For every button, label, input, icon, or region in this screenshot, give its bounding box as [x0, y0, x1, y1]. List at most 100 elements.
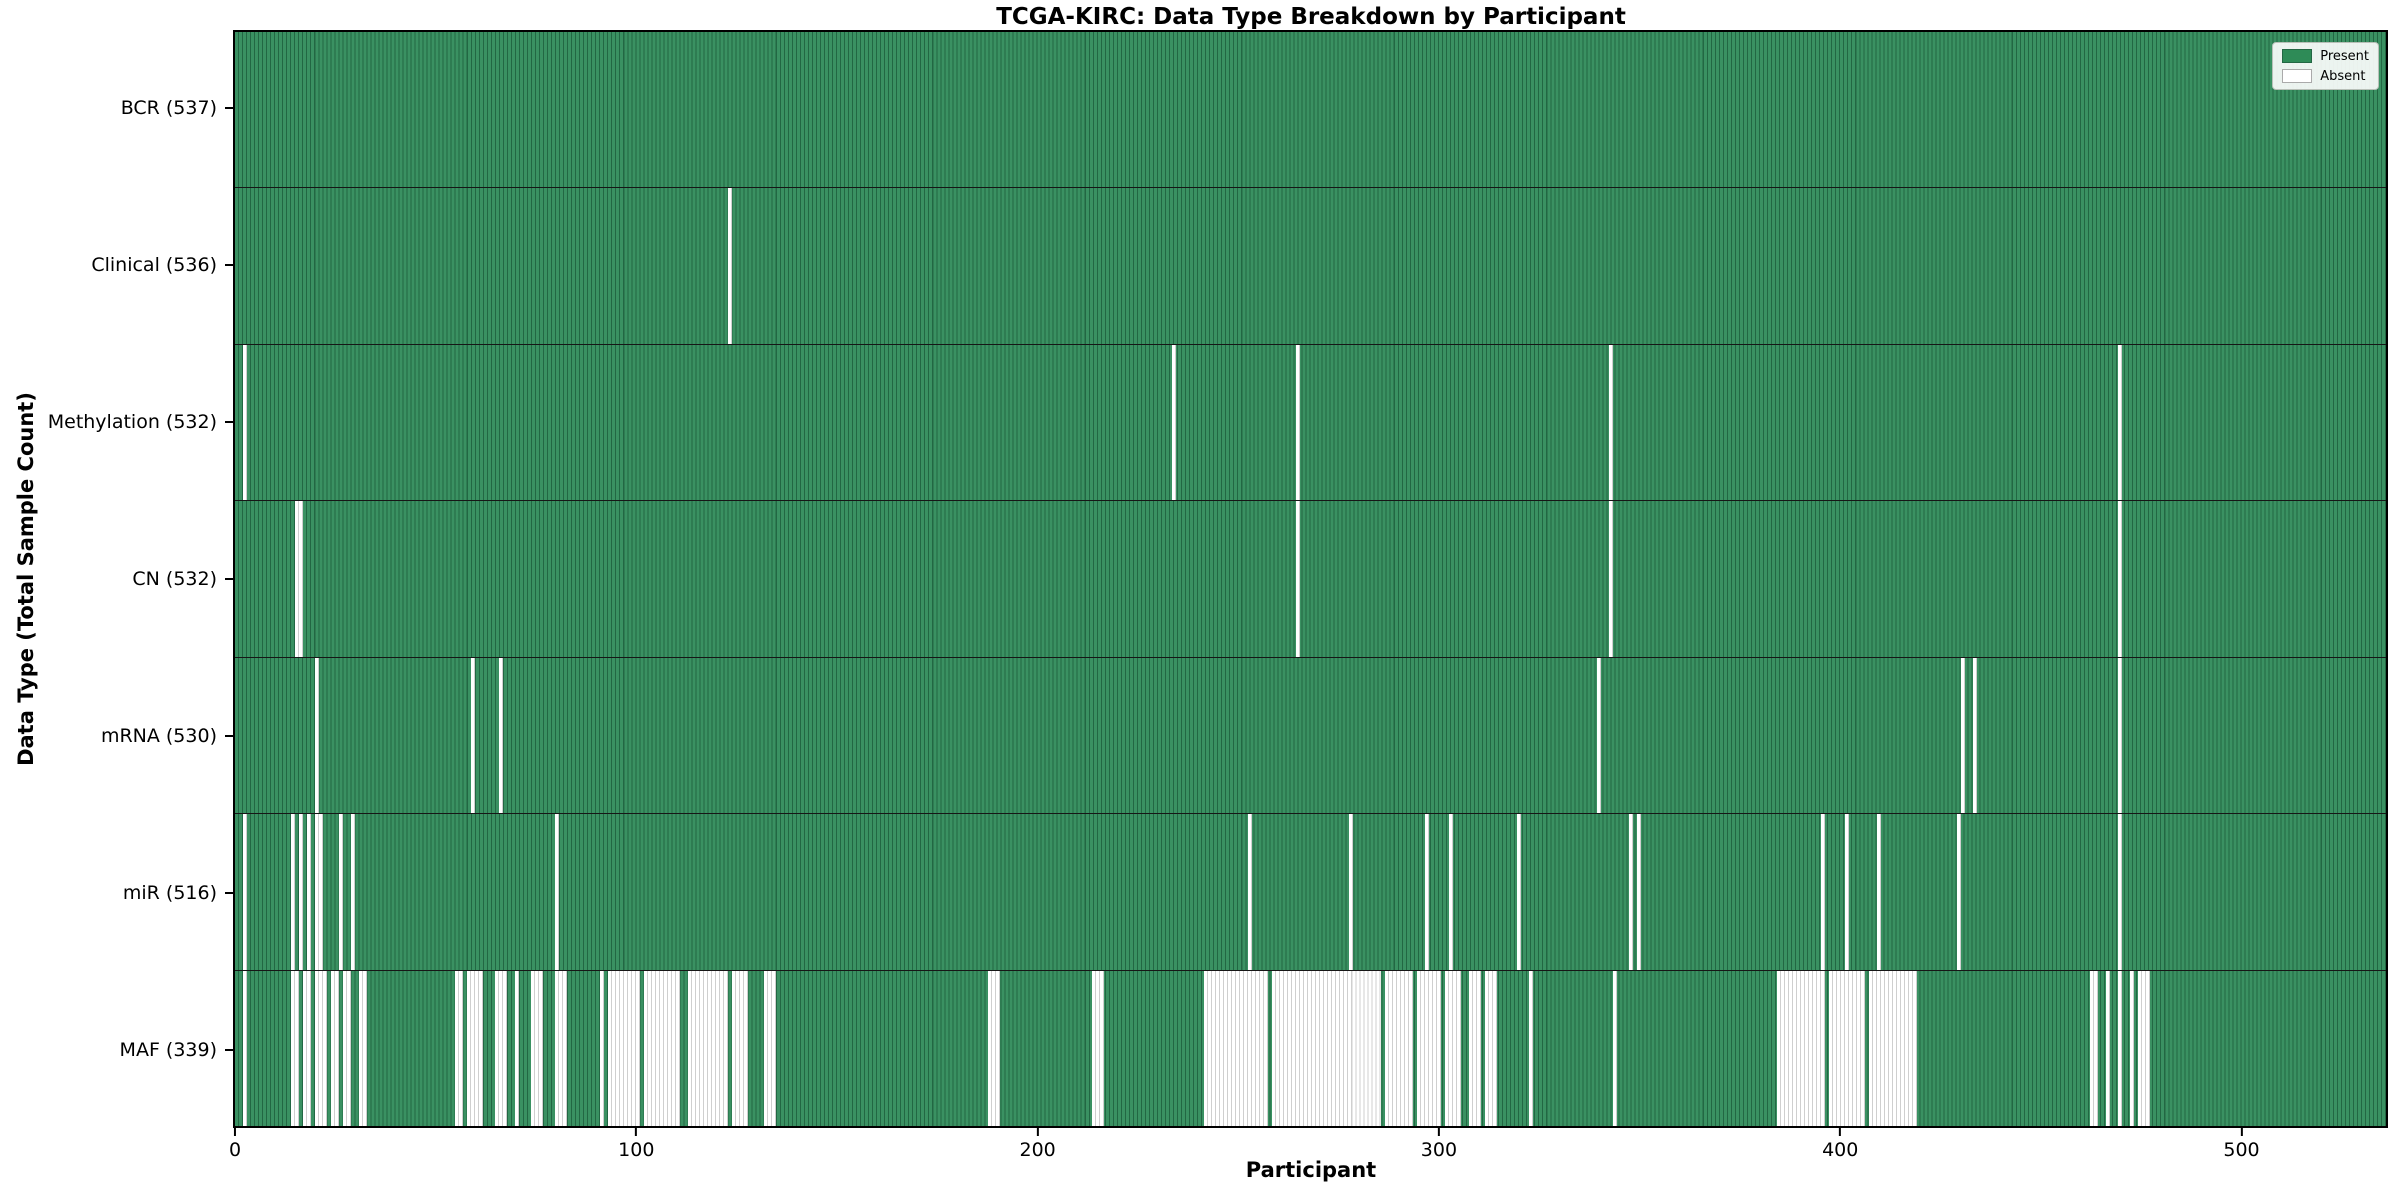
absent-bar [1484, 970, 1497, 1126]
x-tick-label: 400 [1822, 1139, 1859, 1161]
y-tick-mark [225, 264, 233, 267]
absent-bar [1296, 501, 1301, 657]
x-tick-label: 0 [228, 1139, 242, 1161]
legend-label-present: Present [2320, 48, 2369, 64]
x-tick: 300 [1421, 1128, 1457, 1161]
absent-bar [1272, 970, 1381, 1126]
x-tick-mark [1839, 1128, 1842, 1136]
absent-bar [359, 970, 368, 1126]
absent-bar [1204, 970, 1269, 1126]
absent-bar [1384, 970, 1413, 1126]
absent-bar [299, 814, 304, 970]
absent-bar [455, 970, 464, 1126]
row-band-mrna [235, 657, 2386, 815]
absent-bar [1877, 814, 1882, 970]
x-tick-mark [234, 1128, 236, 1136]
absent-bar [555, 814, 560, 970]
absent-bar [2117, 657, 2122, 814]
absent-bar [607, 970, 640, 1126]
y-tick-label: Clinical (536) [91, 254, 217, 277]
absent-bar [988, 970, 1001, 1126]
absent-bar [2089, 970, 2098, 1126]
present-swatch [2282, 49, 2313, 63]
y-tick-label: miR (516) [122, 881, 217, 904]
x-tick: 100 [618, 1128, 654, 1161]
row-band-methylation [235, 344, 2386, 502]
y-tick-mark [225, 107, 233, 110]
y-tick-mark [225, 734, 233, 737]
absent-bar [731, 970, 748, 1126]
absent-bar [315, 970, 328, 1126]
absent-bar [1612, 970, 1617, 1126]
absent-bar [1516, 814, 1521, 970]
absent-bar [555, 970, 568, 1126]
absent-bar [2105, 970, 2110, 1126]
absent-bar [1821, 814, 1826, 970]
absent-bar [471, 657, 476, 814]
legend: Present Absent [2272, 42, 2379, 90]
absent-bar [1172, 344, 1177, 501]
absent-bar [1444, 970, 1461, 1126]
absent-bar [1468, 970, 1481, 1126]
x-tick-label: 200 [1019, 1139, 1056, 1161]
y-tick-mark [225, 1048, 233, 1051]
absent-bar [2117, 970, 2122, 1126]
absent-bar [243, 814, 247, 970]
x-tick: 400 [1822, 1128, 1858, 1161]
absent-bar [243, 344, 247, 501]
row-band-bcr [235, 32, 2386, 189]
absent-bar [599, 970, 604, 1126]
absent-bar [1957, 814, 1962, 970]
x-tick: 500 [2223, 1128, 2260, 1161]
row-band-maf [235, 970, 2386, 1126]
y-tick-label: mRNA (530) [100, 724, 217, 747]
absent-bar [291, 970, 300, 1126]
y-tick-label: BCR (537) [120, 97, 217, 120]
absent-bar [2117, 814, 2122, 970]
x-tick-label: 100 [618, 1139, 655, 1161]
absent-bar [1528, 970, 1533, 1126]
chart-title: TCGA-KIRC: Data Type Breakdown by Partic… [996, 4, 1626, 30]
absent-bar [1248, 814, 1253, 970]
row-band-mir [235, 814, 2386, 971]
absent-bar [1608, 344, 1613, 501]
absent-bar [2137, 970, 2150, 1126]
absent-bar [531, 970, 544, 1126]
absent-bar [331, 970, 340, 1126]
y-tick-mark [225, 578, 233, 580]
absent-bar [1845, 814, 1850, 970]
legend-label-absent: Absent [2320, 68, 2366, 84]
y-tick-mark [225, 891, 233, 894]
absent-bar [1596, 657, 1601, 814]
x-tick-mark [1437, 1128, 1440, 1136]
legend-entry-present: Present [2282, 49, 2369, 63]
absent-bar [1296, 344, 1301, 501]
absent-bar [295, 501, 304, 657]
y-tick-label: CN (532) [132, 568, 217, 590]
absent-bar [515, 970, 520, 1126]
y-tick-label: MAF (339) [119, 1038, 217, 1061]
y-axis: BCR (537) Clinical (536) Methylation (532)… [0, 30, 233, 1128]
absent-bar [1348, 814, 1353, 970]
absent-bar [1628, 814, 1633, 970]
absent-bar [315, 657, 320, 814]
absent-bar [727, 188, 732, 344]
legend-entry-absent: Absent [2282, 69, 2369, 83]
row-band-cn [235, 501, 2386, 658]
x-axis: 0 100 200 300 400 500 [229, 1128, 2388, 1174]
x-tick-label: 300 [1420, 1139, 1458, 1161]
absent-bar [315, 814, 324, 970]
absent-bar [243, 970, 247, 1126]
absent-bar [1448, 814, 1453, 970]
absent-bar [495, 970, 508, 1126]
absent-bar [339, 814, 344, 970]
absent-swatch [2282, 69, 2313, 83]
absent-bar [1777, 970, 1826, 1126]
absent-bar [499, 657, 504, 814]
absent-bar [1608, 501, 1613, 657]
absent-bar [307, 814, 312, 970]
absent-bar [1636, 814, 1641, 970]
absent-bar [2129, 970, 2134, 1126]
absent-bar [291, 814, 296, 970]
absent-bar [1869, 970, 1918, 1126]
